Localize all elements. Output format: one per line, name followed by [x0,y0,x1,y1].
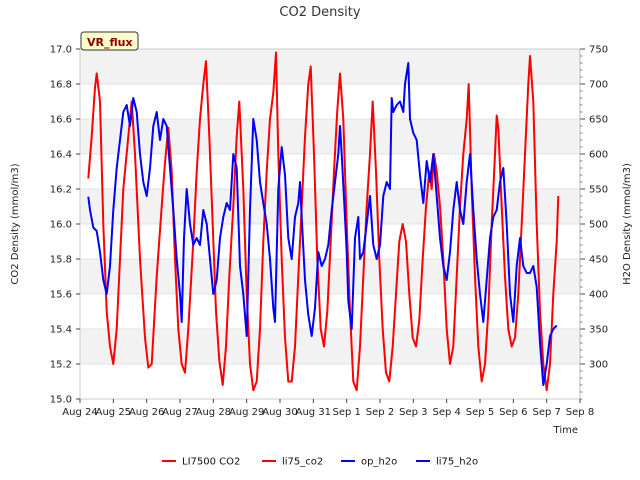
y-right-tick-label: 650 [589,115,608,126]
vr-flux-badge: VR_flux [80,31,139,51]
x-tick-label: Sep 3 [399,407,427,418]
series-line-li75-h2o [87,62,558,386]
x-tick-label: Sep 7 [532,407,560,418]
y-left-tick-label: 15.6 [50,290,72,301]
legend-item: li75_h2o [416,457,478,468]
y-left-tick-label: 15.8 [50,255,72,266]
grid-band [80,329,580,364]
x-tick-label: Sep 4 [432,407,460,418]
y-left-tick-label: 16.4 [50,150,72,161]
y-right-tick-label: 500 [589,220,608,231]
x-tick-label: Sep 2 [366,407,394,418]
legend-item: LI7500 CO2 [162,457,240,468]
y-left-tick-label: 15.0 [50,395,72,406]
grid-band [80,119,580,154]
y-axis-right-label: H2O Density (mmol/m3) [622,163,633,285]
legend-item: li75_co2 [262,457,323,468]
legend-label: li75_co2 [282,457,323,468]
x-tick-label: Sep 6 [499,407,527,418]
x-tick-label: Aug 26 [129,407,164,418]
x-tick-label: Sep 1 [332,407,360,418]
series-layer [87,51,560,392]
x-axis-label: Time [553,425,578,436]
x-tick-label: Aug 29 [229,407,264,418]
y-left-tick-label: 15.4 [50,325,72,336]
y-left-tick-label: 16.0 [50,220,72,231]
chart-title: CO2 Density [279,5,360,20]
grid-band [80,49,580,84]
y-right-tick-label: 350 [589,325,608,336]
x-tick-label: Sep 8 [566,407,594,418]
y-right-tick-label: 400 [589,290,608,301]
y-axis-left: 15.0 15.2 15.4 15.6 15.8 16.0 16.2 16.4 16.6 16.8… [50,45,80,406]
vr-flux-badge-label: VR_flux [87,36,133,49]
y-right-tick-label: 750 [589,45,608,56]
y-right-tick-label: 700 [589,80,608,91]
legend-label: li75_h2o [436,457,478,468]
y-left-tick-label: 16.8 [50,80,72,91]
x-tick-label: Aug 24 [62,407,97,418]
y-axis-right: 300 350 400 450 500 550 600 650 700 750 [579,45,608,400]
legend-item: op_h2o [341,457,397,468]
y-right-tick-label: 550 [589,185,608,196]
y-axis-left-label: CO2 Density (mmol/m3) [10,163,21,284]
y-right-tick-label: 300 [589,360,608,371]
y-right-tick-label: 600 [589,150,608,161]
x-tick-label: Aug 25 [96,407,131,418]
x-tick-label: Aug 30 [262,407,297,418]
y-right-tick-label: 450 [589,255,608,266]
legend-label: op_h2o [361,457,397,468]
grid-band [80,84,580,119]
x-tick-label: Sep 5 [466,407,494,418]
x-tick-label: Aug 27 [162,407,197,418]
x-tick-label: Aug 28 [196,407,231,418]
legend-label: LI7500 CO2 [182,457,240,468]
y-left-tick-label: 17.0 [50,45,72,56]
y-left-tick-label: 16.6 [50,115,72,126]
y-left-tick-label: 15.2 [50,360,72,371]
y-left-tick-label: 16.2 [50,185,72,196]
legend: LI7500 CO2 li75_co2 op_h2o li75_h2o [162,457,478,468]
grid-band [80,294,580,329]
grid-band [80,364,580,399]
x-tick-label: Aug 31 [296,407,331,418]
